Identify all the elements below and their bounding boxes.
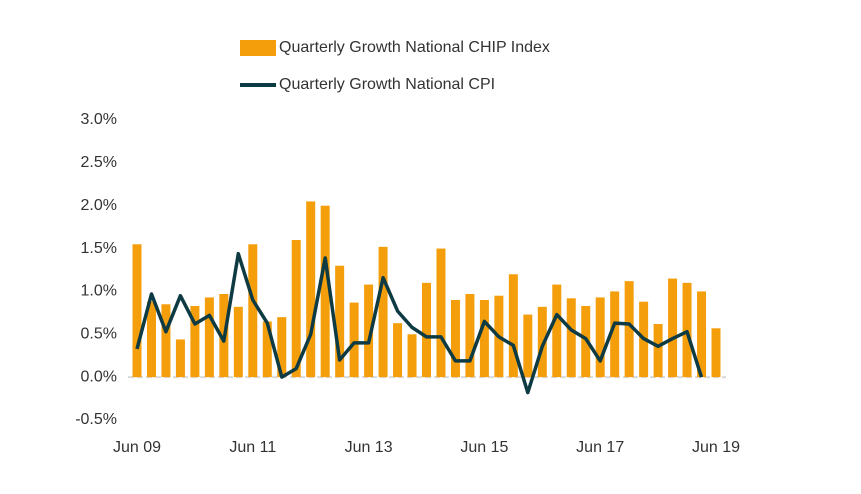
y-tick-label: -0.5%	[75, 411, 117, 428]
y-tick-label: 2.0%	[81, 197, 117, 214]
bar	[277, 317, 287, 378]
x-tick-label: Jun 15	[460, 439, 508, 456]
legend-label: Quarterly Growth National CPI	[279, 76, 495, 93]
y-tick-label: 2.5%	[81, 154, 117, 171]
bar	[146, 301, 156, 378]
bar	[349, 302, 359, 378]
bar	[190, 306, 200, 378]
x-tick-label: Jun 09	[113, 439, 161, 456]
bar	[711, 328, 721, 378]
bar	[262, 321, 272, 378]
x-tick-label: Jun 13	[345, 439, 393, 456]
line	[135, 251, 704, 395]
bar	[320, 205, 330, 378]
bar	[595, 297, 605, 378]
bar	[204, 297, 214, 378]
bar	[465, 294, 475, 378]
bar	[335, 265, 345, 378]
bar	[552, 284, 562, 378]
legend-swatch	[240, 40, 276, 56]
bar	[697, 291, 707, 378]
bar	[668, 278, 678, 378]
bar	[378, 246, 388, 378]
bar	[364, 284, 374, 378]
bar	[436, 248, 446, 378]
bar	[422, 282, 431, 378]
bar	[407, 334, 417, 378]
bar	[566, 298, 576, 378]
bar	[132, 244, 142, 378]
bar	[653, 324, 663, 378]
bar	[508, 274, 518, 378]
y-tick-label: 0.5%	[81, 326, 117, 343]
y-tick-label: 0.0%	[81, 368, 117, 385]
x-tick-label: Jun 11	[229, 439, 276, 456]
y-tick-label: 1.5%	[81, 240, 117, 257]
bar	[291, 240, 301, 378]
bar	[479, 300, 489, 378]
bar	[450, 300, 460, 378]
bar	[624, 281, 634, 378]
bar	[175, 339, 185, 378]
bar	[537, 306, 547, 378]
bar	[248, 244, 258, 378]
x-tick-label: Jun 17	[576, 439, 624, 456]
y-tick-label: 3.0%	[81, 111, 117, 128]
bar	[523, 314, 533, 378]
bar	[306, 201, 316, 378]
y-tick-label: 1.0%	[81, 283, 117, 300]
x-tick-label: Jun 19	[692, 439, 740, 456]
legend-label: Quarterly Growth National CHIP Index	[279, 39, 550, 56]
bar	[161, 304, 171, 378]
bar	[393, 323, 403, 378]
bar	[610, 291, 620, 378]
bar	[233, 306, 243, 378]
